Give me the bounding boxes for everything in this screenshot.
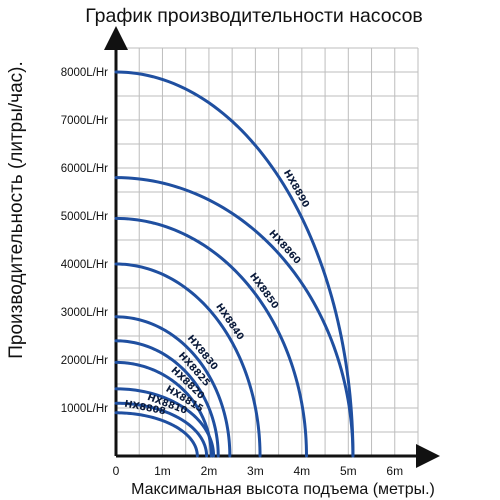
x-tick-label: 2m [201,464,218,478]
series-curve-hx8860 [114,176,355,458]
series-curve-hx8890 [114,70,355,458]
x-tick-label: 1m [154,464,171,478]
series-curve-hx8850 [114,216,308,458]
y-tick-label: 1000L/Hr [61,403,108,415]
x-tick-label: 4m [294,464,311,478]
y-tick-labels: 1000L/Hr 2000L/Hr 3000L/Hr 4000L/Hr 5000L/Hr… [61,67,108,415]
x-tick-label: 5m [340,464,357,478]
series-curve-hx8808 [114,411,199,458]
series-curve-hx8810 [114,401,209,458]
y-tick-label: 8000L/Hr [61,67,108,79]
y-axis-label: Производительность (литры/час). [6,61,27,359]
series-curve-hx8840 [114,262,262,458]
x-tick-label: 0 [113,464,120,478]
chart-title: График производительности насосов [85,5,423,27]
y-tick-label: 7000L/Hr [61,115,108,127]
pump-curves [114,70,355,458]
y-tick-label: 2000L/Hr [61,355,108,367]
x-tick-label: 6m [386,464,403,478]
series-curve-hx8830 [114,315,232,458]
y-tick-label: 5000L/Hr [61,211,108,223]
series-curve-hx8820 [114,360,213,458]
series-curve-hx8825 [114,339,220,458]
grid [116,47,419,456]
y-tick-label: 3000L/Hr [61,307,108,319]
x-tick-label: 3m [247,464,264,478]
x-tick-labels: 0 1m 2m 3m 4m 5m 6m [113,464,403,478]
x-axis-label: Максимальная высота подъема (метры.) [131,481,435,498]
y-tick-label: 4000L/Hr [61,259,108,271]
y-tick-label: 6000L/Hr [61,163,108,175]
